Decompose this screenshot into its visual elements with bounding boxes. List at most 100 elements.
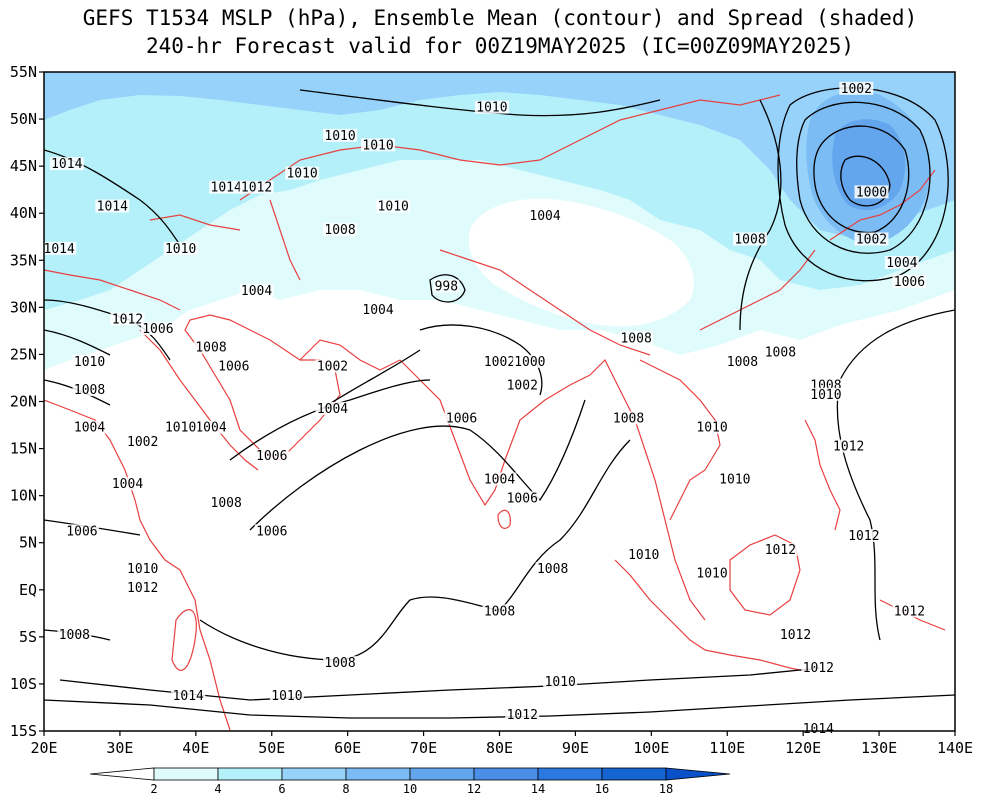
contour-label-bg [239, 180, 274, 194]
lon-label: 30E [106, 739, 133, 757]
colorbar-tick-label: 4 [214, 782, 221, 796]
colorbar-tick-label: 6 [278, 782, 285, 796]
contour-label: 1012 [833, 440, 864, 455]
contour-label-bg [125, 561, 160, 575]
contour-label-bg [323, 656, 358, 670]
lon-label: 20E [30, 739, 57, 757]
contour-label-bg [110, 312, 145, 326]
lon-label: 70E [410, 739, 437, 757]
contour-label-bg [733, 232, 768, 246]
colorbar-tick-label: 12 [467, 782, 481, 796]
contour-label: 1010 [165, 242, 196, 257]
contour-label: 1010 [696, 567, 727, 582]
coastline-srilanka [497, 509, 511, 529]
longitude-axis: 20E 30E 40E 50E 60E 70E 80E 90E 100E 110E 120E 130E… [30, 731, 973, 757]
spread-band-8 [44, 72, 955, 240]
contour-label: 1012 [241, 181, 272, 196]
contour-label-bg [839, 81, 874, 95]
contour-label: 1014 [803, 722, 834, 737]
contour-label: 1004 [317, 402, 348, 417]
contour-label-bg [140, 321, 175, 335]
contour-label-bg [376, 199, 411, 213]
contour-label: 1010 [271, 689, 302, 704]
contour-label: 1010 [628, 548, 659, 563]
contour-label-bg [216, 359, 251, 373]
contour-label: 1010 [362, 138, 393, 153]
contour-label-bg [854, 185, 889, 199]
contour-1004-ring [229, 379, 431, 461]
contour-label-bg [72, 420, 107, 434]
colorbar-tick-label: 10 [403, 782, 417, 796]
colorbar-swatch [473, 767, 539, 781]
colorbar-tick-label: 14 [531, 782, 545, 796]
contour-1010-west [44, 329, 111, 356]
contour-label: 1002 [127, 435, 158, 450]
coastline-bay-of-bengal-east [589, 358, 706, 621]
contour-label-bg [892, 274, 927, 288]
contour-label-bg [125, 434, 160, 448]
contour-label: 1012 [848, 529, 879, 544]
lat-label: 30N [10, 298, 37, 316]
colorbar-tick-label: 18 [659, 782, 673, 796]
colorbar-swatch [665, 767, 731, 781]
lat-label: 10S [10, 675, 37, 693]
contour-label-bg [535, 561, 570, 575]
contour-label: 1008 [613, 411, 644, 426]
contour-label: 1004 [886, 256, 917, 271]
lat-label: 20N [10, 393, 37, 411]
contour-label: 1010 [545, 675, 576, 690]
contour-label-bg [695, 566, 730, 580]
contour-label: 1008 [765, 345, 796, 360]
contour-label: 1000 [514, 355, 545, 370]
contour-label-bg [239, 284, 274, 298]
lat-label: 55N [10, 63, 37, 81]
contour-label: 1008 [211, 496, 242, 511]
contour-label: 1012 [112, 312, 143, 327]
contour-label: 1014 [211, 181, 242, 196]
contour-label-bg [854, 232, 889, 246]
contour-label-bg [57, 627, 92, 641]
contour-label: 1004 [241, 284, 272, 299]
lat-label: 35N [10, 251, 37, 269]
contour-label: 1006 [218, 360, 249, 375]
contour-label: 1010 [74, 355, 105, 370]
coastline-mediterranean [44, 269, 181, 311]
coastline-sumatra [614, 559, 706, 651]
coastlines [44, 94, 946, 731]
contour-label-bg [95, 199, 130, 213]
coastline-black-caspian [149, 199, 301, 281]
contour-label: 1008 [727, 355, 758, 370]
map-title-line2: 240-hr Forecast valid for 00Z19MAY2025 (… [145, 34, 854, 58]
contour-label: 1004 [74, 421, 105, 436]
contour-label: 1008 [734, 232, 765, 247]
contour-label-bg [163, 241, 198, 255]
contour-label: 1010 [127, 562, 158, 577]
contour-label: 1010 [324, 129, 355, 144]
contour-label: 1008 [324, 656, 355, 671]
contour-1002-india [419, 324, 543, 396]
contour-label: 1002 [484, 355, 515, 370]
contour-label: 1012 [780, 628, 811, 643]
contour-label: 1006 [446, 411, 477, 426]
contour-label: 1012 [894, 604, 925, 619]
lon-label: 130E [861, 739, 897, 757]
colorbar-swatch [601, 767, 667, 781]
contour-label-bg [892, 604, 927, 618]
contour-label-bg [323, 223, 358, 237]
contour-label: 1006 [142, 322, 173, 337]
contour-label-bg [619, 331, 654, 345]
lat-label: 45N [10, 157, 37, 175]
colorbar-swatch [281, 767, 347, 781]
contour-label-bg [801, 660, 836, 674]
contour-1010-north [299, 89, 661, 117]
coastline-philippines [804, 419, 841, 531]
contour-label: 1002 [841, 82, 872, 97]
contour-label-bg [254, 524, 289, 538]
contour-label: 1002 [507, 378, 538, 393]
lat-label: 10N [10, 487, 37, 505]
contour-1008-south [199, 439, 631, 661]
contour-label-bg [763, 345, 798, 359]
contour-label: 1010 [719, 473, 750, 488]
contour-label: 1012 [765, 543, 796, 558]
